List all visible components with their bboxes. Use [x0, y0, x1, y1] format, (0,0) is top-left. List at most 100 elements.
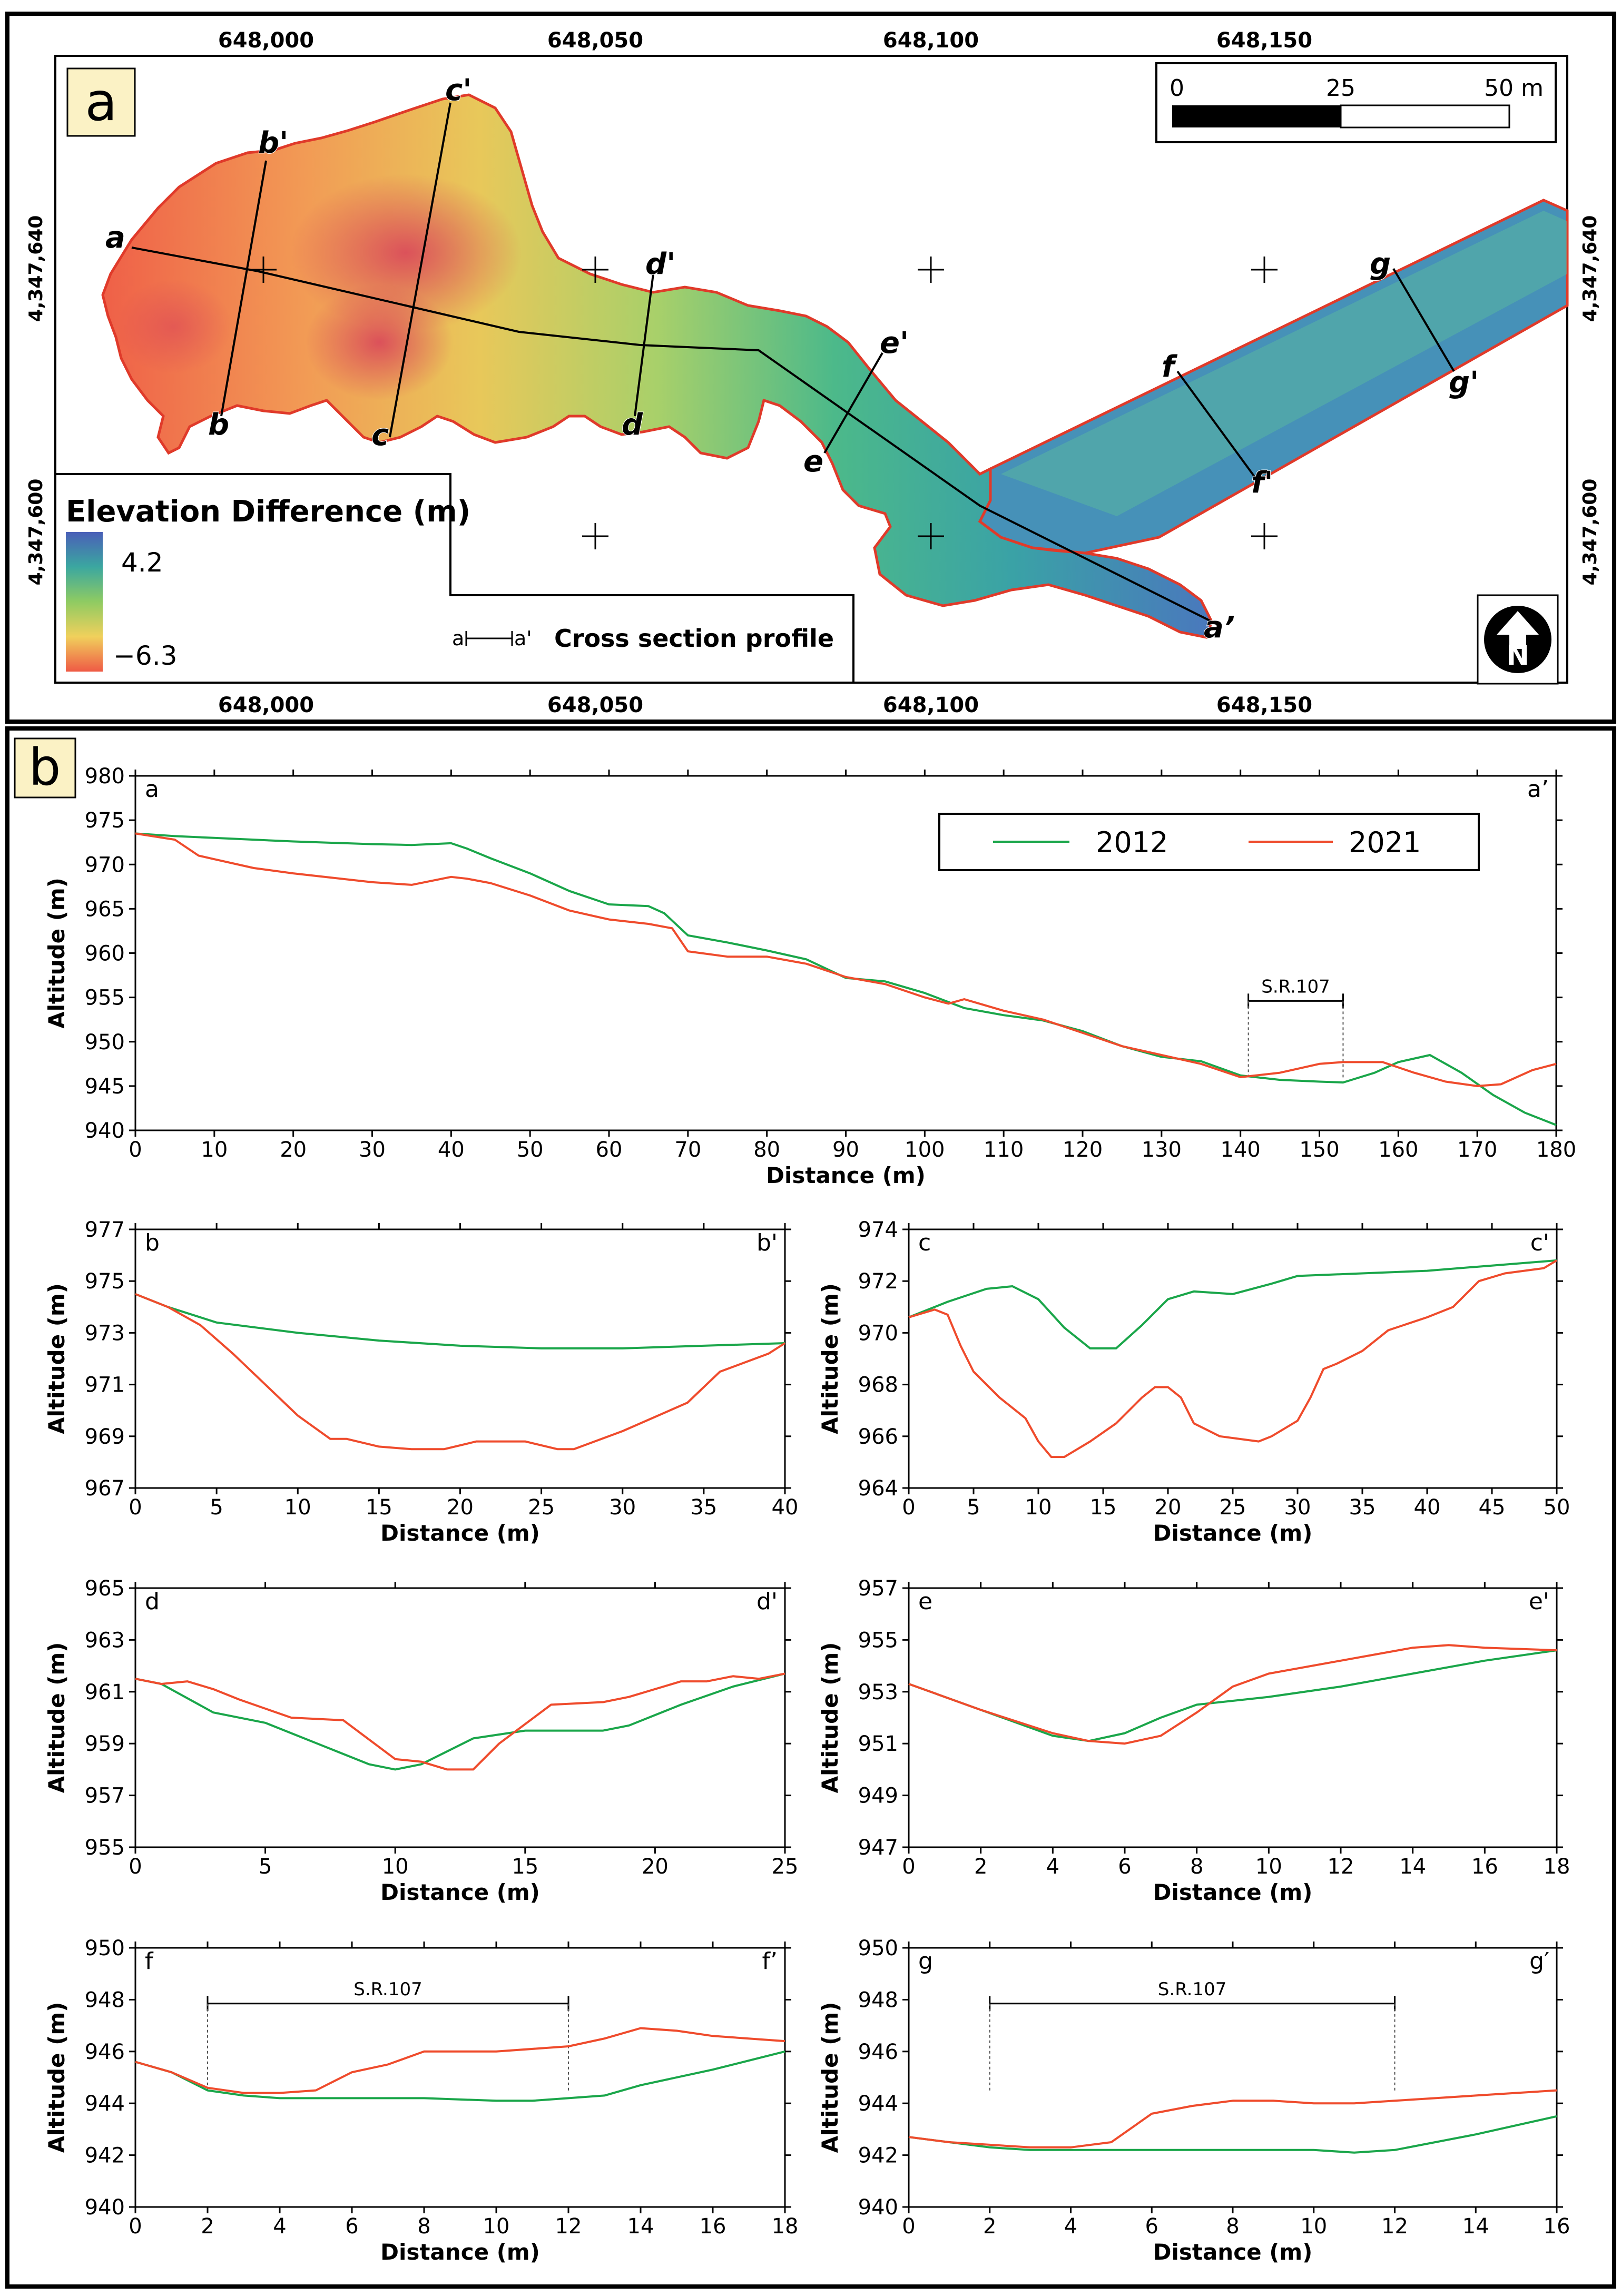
y-axis-label: Altitude (m): [44, 2002, 70, 2153]
section-e-start: e: [803, 445, 823, 479]
y-tick-label: 964: [858, 1476, 898, 1501]
x-tick-label: 5: [967, 1495, 980, 1520]
section-g-start: g: [1370, 247, 1391, 281]
y-tick-label: 946: [858, 2040, 898, 2064]
y-tick-left-2: 4,347,600: [25, 479, 47, 586]
profile-end-label: a’: [1527, 776, 1549, 803]
section-a-start: a: [105, 221, 125, 255]
profile-end-label: e': [1529, 1588, 1549, 1615]
x-tick-label: 35: [690, 1495, 717, 1520]
x-tick-label: 20: [1155, 1495, 1182, 1520]
y-axis-label: Altitude (m): [817, 1283, 843, 1434]
x-tick-label: 10: [1025, 1495, 1052, 1520]
x-axis-label: Distance (m): [1153, 2239, 1313, 2265]
profile-start-label: d: [145, 1588, 160, 1615]
series-line-2012: [135, 1672, 785, 1771]
legend-max: 4.2: [121, 547, 163, 578]
section-d-end: d': [645, 247, 675, 281]
y-tick-right-1: 4,347,640: [1579, 215, 1601, 322]
chart-frame: [134, 1587, 786, 1848]
profile-end-label: d': [757, 1588, 778, 1615]
x-tick-bottom-1: 648,000: [218, 693, 314, 717]
y-tick-label: 953: [858, 1680, 898, 1704]
section-f-end: f': [1251, 466, 1273, 500]
x-tick-label: 2: [201, 2214, 214, 2239]
x-tick-label: 4: [1064, 2214, 1077, 2239]
y-tick-label: 972: [858, 1269, 898, 1294]
y-tick-label: 957: [858, 1576, 898, 1601]
x-axis-label: Distance (m): [1153, 1879, 1313, 1905]
x-tick-label: 50: [1544, 1495, 1570, 1520]
x-tick-label: 5: [210, 1495, 223, 1520]
y-tick-label: 942: [85, 2144, 125, 2168]
chart-g: 0 2 4 6 8 10 12 14 16 940 942 944 946 948 950 Distance …: [817, 1936, 1570, 2265]
x-tick-label: 40: [1414, 1495, 1441, 1520]
y-tick-label: 973: [85, 1321, 125, 1345]
x-tick-label: 45: [1479, 1495, 1506, 1520]
series-line-2012: [908, 1649, 1557, 1742]
y-tick-label: 944: [85, 2092, 125, 2116]
y-tick-label: 940: [85, 2195, 125, 2220]
y-tick-label: 949: [858, 1784, 898, 1808]
section-e-end: e': [880, 326, 909, 360]
section-b-end: b': [258, 126, 288, 160]
x-tick-label: 10: [1255, 1855, 1282, 1879]
profile-end-label: f’: [762, 1948, 778, 1975]
x-tick-label: 20: [447, 1495, 474, 1520]
x-tick-label: 0: [902, 1855, 915, 1879]
panel-a-label-box: [66, 67, 136, 137]
panel-b-outer-frame: [5, 726, 1616, 2289]
x-tick-label: 40: [772, 1495, 799, 1520]
y-tick-label: 955: [858, 1628, 898, 1652]
section-c-start: c: [371, 418, 389, 452]
y-tick-label: 969: [85, 1425, 125, 1449]
x-tick-label: 25: [772, 1855, 799, 1879]
section-b-start: b: [208, 408, 229, 442]
x-tick-label: 5: [259, 1855, 272, 1879]
x-tick-label: 14: [1399, 1855, 1426, 1879]
x-tick-label: 90: [832, 1138, 859, 1162]
panel-a-label: a: [85, 71, 117, 133]
x-tick-label: 0: [129, 2214, 142, 2239]
scale-label-0: 0: [1170, 75, 1184, 102]
scale-label-50: 50 m: [1484, 75, 1544, 102]
series-line-2012: [908, 1259, 1557, 1349]
chart-frame: [908, 1587, 1558, 1848]
series-line-2021: [135, 1672, 785, 1771]
x-tick-label: 180: [1536, 1138, 1576, 1162]
chart-e: 0 2 4 6 8 10 12 14 16 18 947 949 951 953 955 957 Distanc…: [817, 1576, 1570, 1905]
profile-start-label: g: [918, 1948, 933, 1975]
y-axis-label: Altitude (m): [817, 1642, 843, 1794]
x-tick-label: 2: [983, 2214, 996, 2239]
y-tick-label: 946: [85, 2040, 125, 2064]
y-tick-label: 940: [858, 2195, 898, 2220]
x-tick-label: 30: [359, 1138, 386, 1162]
profile-legend-a-prime: a': [514, 627, 532, 650]
x-tick-bottom-4: 648,150: [1216, 693, 1312, 717]
y-tick-right-2: 4,347,600: [1579, 479, 1601, 586]
y-tick-label: 965: [85, 897, 125, 921]
x-tick-label: 16: [1544, 2214, 1570, 2239]
y-tick-label: 963: [85, 1628, 125, 1652]
chart-b: 0 5 10 15 20 25 30 35 40 967 969 971 973 975 977 Distan…: [44, 1218, 798, 1546]
y-tick-label: 980: [85, 764, 125, 789]
x-tick-label: 120: [1063, 1138, 1103, 1162]
dem-road-shoulder: [1001, 211, 1567, 516]
y-axis-label: Altitude (m): [44, 1642, 70, 1794]
x-tick-label: 10: [382, 1855, 409, 1879]
x-tick-label: 150: [1299, 1138, 1339, 1162]
x-tick-label: 60: [596, 1138, 623, 1162]
x-tick-label: 8: [417, 2214, 430, 2239]
x-tick-top-4: 648,150: [1216, 28, 1312, 53]
x-axis-label: Distance (m): [380, 2239, 540, 2265]
series-line-2021: [135, 2027, 785, 2094]
x-tick-label: 8: [1226, 2214, 1239, 2239]
profile-end-label: c': [1530, 1229, 1549, 1256]
y-tick-label: 957: [85, 1784, 125, 1808]
y-tick-label: 944: [858, 2092, 898, 2116]
y-tick-label: 940: [85, 1119, 125, 1143]
x-tick-label: 50: [517, 1138, 544, 1162]
x-tick-label: 4: [273, 2214, 286, 2239]
y-tick-label: 977: [85, 1218, 125, 1242]
series-line-2012: [135, 2050, 785, 2102]
